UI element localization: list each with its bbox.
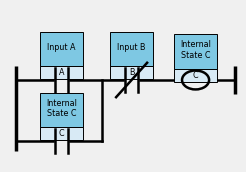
FancyBboxPatch shape: [110, 66, 153, 79]
FancyBboxPatch shape: [40, 93, 83, 127]
Text: Internal
State C: Internal State C: [46, 99, 77, 118]
FancyBboxPatch shape: [174, 69, 217, 82]
FancyBboxPatch shape: [40, 66, 83, 79]
Text: Internal
State C: Internal State C: [180, 40, 211, 60]
Text: B: B: [129, 68, 134, 77]
Text: A: A: [59, 68, 64, 77]
FancyBboxPatch shape: [40, 32, 83, 66]
Text: Input A: Input A: [47, 43, 76, 52]
FancyBboxPatch shape: [110, 32, 153, 66]
Text: Input B: Input B: [117, 43, 146, 52]
Text: C: C: [59, 129, 64, 138]
FancyBboxPatch shape: [40, 127, 83, 140]
FancyBboxPatch shape: [174, 34, 217, 69]
Text: C: C: [193, 71, 198, 80]
